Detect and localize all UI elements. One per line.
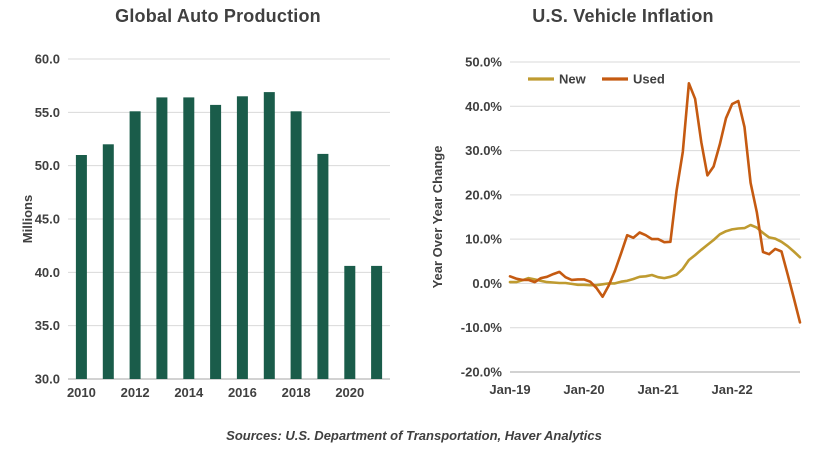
y-tick-label: 10.0% (465, 232, 502, 247)
y-axis-title: Year Over Year Change (430, 146, 445, 289)
x-tick-label: 2018 (282, 385, 311, 400)
y-tick-label: 50.0% (465, 55, 502, 70)
y-tick-label: 55.0 (35, 105, 60, 120)
bar-2017 (263, 92, 275, 379)
x-tick-label: 2016 (228, 385, 257, 400)
y-tick-label: 50.0 (35, 158, 60, 173)
y-tick-label: 40.0 (35, 265, 60, 280)
bar-2019 (317, 153, 329, 379)
chart-title-inflation: U.S. Vehicle Inflation (532, 6, 714, 26)
chart-title-production: Global Auto Production (115, 6, 321, 26)
vehicle-inflation-chart: U.S. Vehicle Inflation -20.0% -10.0% 0.0% 1… (428, 4, 818, 419)
bar-2016 (236, 96, 248, 380)
auto-production-plot: 30.0 35.0 40.0 45.0 50.0 55.0 60.0 2010 2012 2014… (20, 52, 390, 400)
x-tick-label: Jan-22 (711, 382, 752, 397)
bar-2011 (102, 144, 114, 379)
y-tick-label: -20.0% (461, 365, 503, 380)
vehicle-inflation-plot: -20.0% -10.0% 0.0% 10.0% 20.0% 30.0% 40.0% 50.0… (430, 55, 802, 397)
y-tick-label: 60.0 (35, 52, 60, 67)
source-note: Sources: U.S. Department of Transportati… (226, 428, 602, 443)
bar-2020 (344, 265, 356, 379)
series-line-used (508, 81, 802, 324)
x-tick-label: Jan-20 (563, 382, 604, 397)
x-tick-label: 2014 (174, 385, 204, 400)
y-tick-label: 0.0% (472, 276, 502, 291)
x-tick-label: 2020 (335, 385, 364, 400)
y-tick-label: 30.0% (465, 143, 502, 158)
bar-2014 (183, 97, 195, 380)
legend-label-used: Used (633, 72, 665, 87)
x-tick-label: Jan-19 (489, 382, 530, 397)
x-tick-label: 2010 (67, 385, 96, 400)
legend-label-new: New (559, 72, 587, 87)
bar-2012 (129, 111, 141, 380)
x-tick-label: Jan-21 (637, 382, 678, 397)
y-tick-label: 45.0 (35, 212, 60, 227)
y-tick-label: 20.0% (465, 187, 502, 202)
bar-2015 (210, 104, 222, 380)
x-tick-label: 2012 (121, 385, 150, 400)
bar-2010 (75, 155, 87, 379)
auto-production-chart: Global Auto Production 30.0 35.0 40.0 45.0 5… (18, 4, 418, 419)
y-tick-label: -10.0% (461, 320, 503, 335)
series-line-new (508, 223, 802, 287)
y-axis-title: Millions (20, 195, 35, 243)
y-tick-label: 40.0% (465, 99, 502, 114)
bar-2021 (371, 265, 383, 379)
y-tick-label: 35.0 (35, 318, 60, 333)
y-tick-label: 30.0 (35, 372, 60, 387)
bar-2018 (290, 111, 302, 380)
bar-2013 (156, 97, 168, 380)
